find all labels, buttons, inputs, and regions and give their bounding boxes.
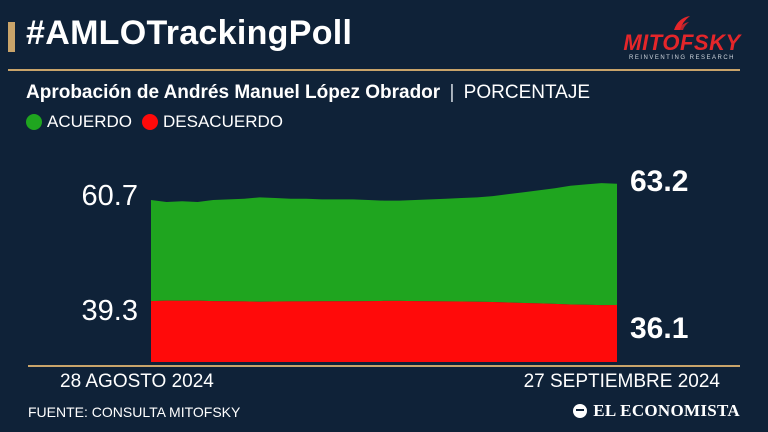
legend-item-agree: ACUERDO — [26, 112, 132, 132]
x-start-label: 28 AGOSTO 2024 — [60, 371, 214, 392]
label-agree-start: 60.7 — [82, 180, 138, 212]
brand-globe-icon — [573, 404, 588, 418]
legend-item-disagree: DESACUERDO — [142, 112, 283, 132]
legend-agree-dot — [26, 114, 42, 130]
mitofsky-logo: MITOFSKY REINVENTING RESEARCH — [620, 14, 744, 64]
subtitle-unit: PORCENTAJE — [463, 82, 591, 103]
label-disagree-start: 39.3 — [82, 295, 138, 327]
legend-disagree-label: DESACUERDO — [163, 112, 283, 131]
x-end-label: 27 SEPTIEMBRE 2024 — [523, 371, 720, 392]
subtitle-separator: | — [449, 82, 455, 103]
el-economista-brand: EL ECONOMISTA — [573, 401, 740, 421]
chart-subtitle: Aprobación de Andrés Manuel López Obrado… — [26, 82, 590, 104]
brand-name: EL ECONOMISTA — [593, 401, 740, 420]
area-disagree — [151, 300, 617, 362]
source-note: FUENTE: CONSULTA MITOFSKY — [28, 404, 241, 420]
legend-agree-label: ACUERDO — [47, 112, 133, 131]
area-agree — [151, 183, 617, 306]
legend: ACUERDO DESACUERDO — [26, 112, 293, 132]
logo-name: MITOFSKY — [623, 30, 741, 55]
subtitle-main: Aprobación de Andrés Manuel López Obrado… — [26, 82, 441, 103]
logo-tagline: REINVENTING RESEARCH — [628, 55, 735, 61]
logo-mark-icon — [674, 16, 690, 30]
page-title: #AMLOTrackingPoll — [26, 14, 353, 52]
axis-divider — [28, 365, 740, 367]
header-divider — [8, 69, 740, 71]
label-disagree-end: 36.1 — [630, 312, 688, 345]
title-accent-bar — [8, 22, 15, 52]
legend-disagree-dot — [142, 114, 159, 130]
label-agree-end: 63.2 — [630, 165, 688, 198]
